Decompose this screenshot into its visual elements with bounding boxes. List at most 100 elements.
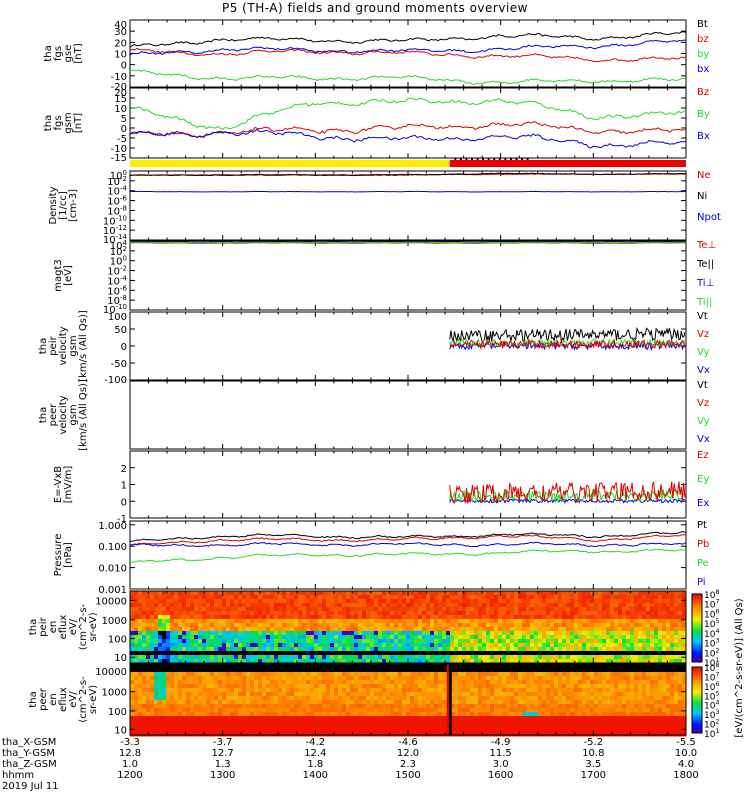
panel-frame xyxy=(129,311,687,381)
y-axis-label: velocity xyxy=(58,326,69,365)
mode-mark xyxy=(476,158,479,160)
y-tick-label: -15 xyxy=(111,153,127,164)
y-axis-label: gsm xyxy=(68,335,79,356)
legend-entry: Te|| xyxy=(696,259,714,270)
footer-value: -4.9 xyxy=(491,737,511,748)
y-tick-label: 1000 xyxy=(102,688,127,699)
y-tick-label: -20 xyxy=(111,82,127,93)
y-tick-label: -10 xyxy=(111,144,127,155)
legend-entry: by xyxy=(697,49,709,60)
series-line xyxy=(449,338,686,351)
colorbar-tick-label: 105 xyxy=(704,618,719,630)
mode-mark xyxy=(515,158,518,160)
y-axis-label: sr-eV) xyxy=(88,612,99,641)
footer-row-label: hhmm xyxy=(2,770,34,781)
series-line xyxy=(129,531,687,542)
y-tick-label: 100 xyxy=(108,635,127,646)
legend-entry: Ne xyxy=(697,170,711,181)
footer-value: 11.5 xyxy=(490,748,512,759)
footer-value: 1700 xyxy=(581,770,606,781)
colorbar-tick-label: 103 xyxy=(704,638,719,650)
colorbar-tick-label: 104 xyxy=(704,700,719,712)
y-axis-label: peer xyxy=(48,403,59,427)
mode-mark xyxy=(482,158,485,160)
y-axis-label: tha xyxy=(43,45,54,61)
series-line xyxy=(129,69,687,86)
footer-value: 1200 xyxy=(117,770,142,781)
panel-frame xyxy=(129,170,687,241)
footer-value: 10.0 xyxy=(675,748,697,759)
y-tick-label: -5 xyxy=(117,134,127,145)
legend-entry: Bz xyxy=(697,87,709,98)
y-tick-label: 0.001 xyxy=(98,585,127,596)
colorbar-tick-label: 102 xyxy=(704,719,719,731)
y-tick-label: 10-2 xyxy=(107,265,127,278)
mode-mark xyxy=(498,158,501,160)
colorbar-tick-label: 102 xyxy=(704,647,719,659)
y-tick-label: 0 xyxy=(121,61,127,72)
y-tick-label: -50 xyxy=(111,359,127,370)
colorbar-tick-label: 107 xyxy=(704,599,719,611)
series-line xyxy=(129,241,686,244)
y-tick-label: -100 xyxy=(104,375,127,386)
spectrogram-cells xyxy=(130,591,687,664)
y-tick-label: 1000 xyxy=(102,616,127,627)
y-axis-label: eflux xyxy=(58,687,69,712)
footer-value: 1800 xyxy=(673,770,698,781)
y-axis-label: tha xyxy=(28,619,39,635)
y-axis-label: peer xyxy=(38,687,49,711)
footer-value: -4.6 xyxy=(398,737,418,748)
y-tick-label: 10 xyxy=(114,104,127,115)
footer-row-label: tha_Z-GSM xyxy=(2,759,57,770)
y-tick-label: 0 xyxy=(121,342,127,353)
mode-bar-slow xyxy=(130,160,450,167)
y-tick-label: 10000 xyxy=(95,667,127,678)
series-line xyxy=(130,534,687,546)
y-tick-label: 1.000 xyxy=(98,521,127,532)
y-tick-label: 10-6 xyxy=(107,284,127,297)
footer-value: -5.2 xyxy=(584,737,604,748)
legend-entry: bz xyxy=(697,34,709,45)
legend-entry: Te⊥ xyxy=(696,240,716,251)
y-tick-label: 0.100 xyxy=(98,542,127,553)
series-line xyxy=(129,39,686,56)
y-tick-label: 10-8 xyxy=(107,294,127,307)
legend-entry: Ez xyxy=(697,450,709,461)
y-tick-label: 100 xyxy=(108,707,127,718)
footer-value: -3.7 xyxy=(213,737,233,748)
series-line xyxy=(129,128,687,149)
y-tick-label: 0.010 xyxy=(98,564,127,575)
y-tick-label: -1 xyxy=(117,514,127,525)
legend-entry: Ex xyxy=(697,498,709,509)
colorbar-tick-label: 107 xyxy=(704,671,719,683)
mode-mark xyxy=(526,158,529,160)
footer-value: 1.8 xyxy=(307,759,323,770)
y-tick-label: 1 xyxy=(121,481,127,492)
y-axis-label: [nPa] xyxy=(63,542,74,568)
series-line xyxy=(129,541,687,548)
series-line xyxy=(449,497,686,504)
series-line xyxy=(129,548,686,563)
y-tick-label: 104 xyxy=(110,239,128,252)
legend-entry: Bx xyxy=(697,131,710,142)
footer-value: 12.7 xyxy=(212,748,234,759)
legend-entry: Vz xyxy=(697,398,709,409)
footer-row-label: tha_Y-GSM xyxy=(2,748,55,759)
y-tick-label: 0 xyxy=(121,124,127,135)
y-axis-label: [km/s (All Qs)] xyxy=(78,379,89,451)
y-axis-label: Density xyxy=(48,186,59,224)
colorbar-tick-label: 106 xyxy=(704,681,719,693)
y-axis-label: [nT] xyxy=(73,113,84,133)
y-axis-label: [mV/m] xyxy=(63,466,74,504)
y-tick-label: 10-12 xyxy=(103,224,127,237)
legend-entry: Ti⊥ xyxy=(696,278,714,289)
footer-value: 1300 xyxy=(210,770,235,781)
y-tick-label: 10-10 xyxy=(103,303,127,316)
y-tick-label: 102 xyxy=(110,245,127,258)
footer-value: 3.5 xyxy=(585,759,601,770)
y-axis-label: [cm-3] xyxy=(68,189,79,222)
y-axis-label: tha xyxy=(43,115,54,131)
y-tick-label: 10-2 xyxy=(107,175,127,188)
y-axis-label: (cm^2-s- xyxy=(78,676,89,723)
y-axis-label: E=-VxB xyxy=(53,466,64,503)
